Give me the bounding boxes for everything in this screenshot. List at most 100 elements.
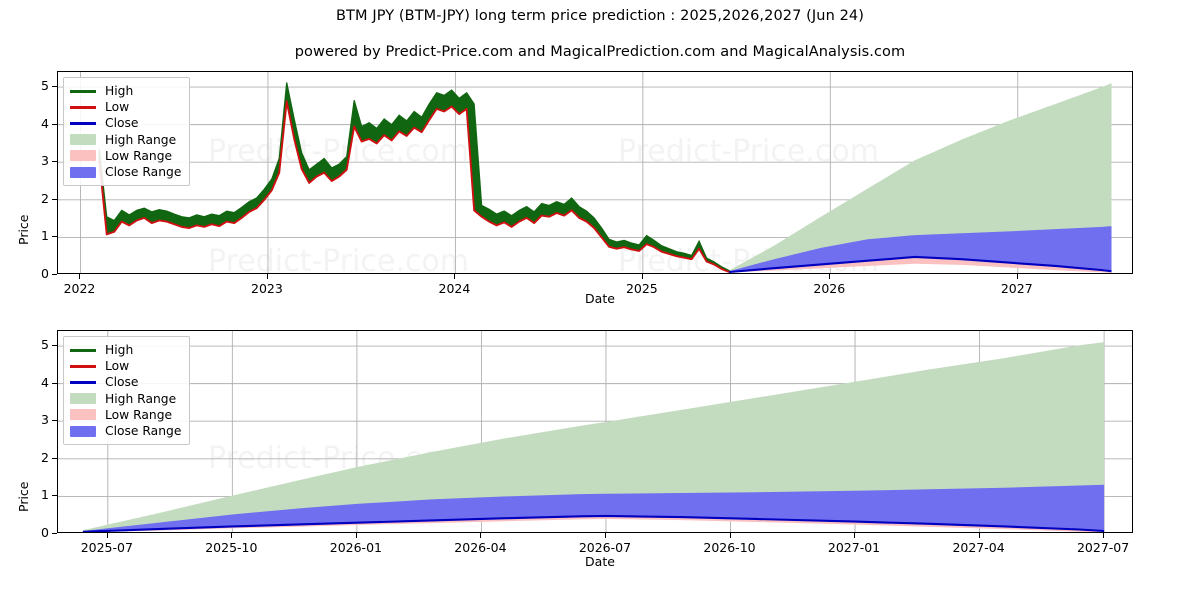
legend-label: Close (105, 375, 139, 390)
x-tick-mark (454, 274, 456, 279)
legend-swatch-close-icon (70, 380, 96, 384)
page-title: BTM JPY (BTM-JPY) long term price predic… (336, 8, 864, 24)
y-tick-mark (52, 123, 57, 125)
x-tick-mark (729, 533, 731, 538)
bottom-chart-panel: Price Predict-Price.com Predict-Price.co… (0, 322, 1200, 597)
bottom-legend-item[interactable]: Close Range (70, 423, 181, 439)
y-tick-mark (52, 457, 57, 459)
y-tick-mark (52, 495, 57, 497)
top-x-axis-label: Date (585, 291, 615, 306)
y-tick-label: 4 (41, 115, 49, 131)
x-tick-label: 2026-01 (329, 540, 382, 555)
top-legend-item[interactable]: High Range (70, 132, 181, 148)
x-tick-label: 2026-07 (578, 540, 632, 555)
y-tick-mark (52, 533, 57, 534)
top-plot-area: Predict-Price.com Predict-Price.com Pred… (57, 71, 1133, 274)
y-tick-mark (52, 345, 57, 347)
top-legend-item[interactable]: Close Range (70, 164, 181, 180)
bottom-legend-item[interactable]: Low Range (70, 407, 181, 423)
legend-swatch-low-icon (70, 364, 96, 368)
y-tick-mark (52, 198, 57, 200)
x-tick-label: 2025-10 (205, 540, 258, 555)
legend-label: Low (105, 100, 130, 115)
y-tick-label: 0 (41, 266, 49, 281)
top-legend-item[interactable]: Close (70, 115, 181, 131)
y-tick-label: 4 (41, 374, 49, 390)
x-tick-label: 2022 (63, 281, 96, 296)
legend-swatch-low-range-icon (70, 409, 96, 421)
x-tick-label: 2024 (438, 281, 471, 296)
y-tick-label: 5 (41, 337, 49, 353)
legend-label: Low (105, 359, 130, 374)
bottom-legend-item[interactable]: High (70, 342, 181, 358)
x-tick-label: 2025-07 (80, 540, 133, 555)
legend-swatch-high-icon (70, 348, 96, 352)
top-chart-svg (58, 72, 1132, 273)
bottom-legend: High Low Close High Range Low Range Close Ran… (63, 336, 191, 446)
x-tick-mark (79, 274, 81, 279)
legend-label: High Range (105, 132, 177, 147)
x-tick-label: 2027-07 (1076, 540, 1130, 555)
bottom-chart-svg (58, 331, 1132, 532)
legend-label: High Range (105, 391, 177, 406)
legend-label: High (105, 342, 134, 357)
top-legend: High Low Close High Range Low Range Close Ran… (63, 77, 191, 187)
y-tick-mark (52, 161, 57, 163)
x-tick-mark (604, 533, 606, 538)
x-tick-mark (641, 274, 643, 279)
x-tick-mark (355, 533, 357, 538)
y-tick-mark (52, 420, 57, 422)
x-tick-mark (829, 274, 831, 279)
legend-label: Low Range (105, 148, 173, 163)
y-tick-label: 3 (41, 412, 49, 428)
x-tick-label: 2027-01 (827, 540, 881, 555)
legend-label: Close (105, 116, 139, 131)
legend-swatch-high-icon (70, 89, 96, 93)
x-tick-mark (854, 533, 856, 538)
x-tick-mark (1016, 274, 1018, 279)
legend-label: Close Range (105, 423, 182, 438)
y-tick-label: 0 (41, 525, 49, 540)
x-tick-mark (231, 533, 233, 538)
bottom-x-axis-label: Date (585, 554, 615, 569)
legend-swatch-low-range-icon (70, 150, 96, 162)
bottom-legend-item[interactable]: High Range (70, 391, 181, 407)
y-tick-mark (52, 382, 57, 384)
legend-label: High (105, 83, 134, 98)
legend-swatch-low-icon (70, 105, 96, 109)
legend-swatch-close-range-icon (70, 425, 96, 437)
x-tick-mark (106, 533, 108, 538)
x-tick-label: 2027-04 (952, 540, 1005, 555)
bottom-legend-item[interactable]: Low (70, 358, 181, 374)
page-subtitle: powered by Predict-Price.com and Magical… (294, 44, 906, 60)
top-legend-item[interactable]: Low (70, 99, 181, 115)
x-tick-label: 2026 (813, 281, 846, 296)
bottom-plot-area: Predict-Price.com Predict-Price.com (57, 330, 1133, 533)
x-tick-label: 2027 (1000, 281, 1033, 296)
x-tick-label: 2026-04 (454, 540, 507, 555)
y-tick-mark (52, 86, 57, 88)
x-tick-label: 2025 (625, 281, 658, 296)
legend-swatch-high-range-icon (70, 393, 96, 405)
top-legend-item[interactable]: Low Range (70, 148, 181, 164)
y-tick-label: 2 (41, 449, 49, 465)
y-tick-mark (52, 274, 57, 275)
legend-label: Close Range (105, 164, 182, 179)
bottom-legend-item[interactable]: Close (70, 374, 181, 390)
y-tick-mark (52, 236, 57, 238)
legend-swatch-close-range-icon (70, 166, 96, 178)
y-tick-label: 2 (41, 190, 49, 206)
x-tick-mark (1103, 533, 1105, 538)
top-chart-panel: Price Predict-Price.com Predict-Price.co… (0, 60, 1200, 310)
legend-label: Low Range (105, 407, 173, 422)
top-legend-item[interactable]: High (70, 83, 181, 99)
x-tick-mark (480, 533, 482, 538)
y-tick-label: 1 (41, 487, 49, 503)
x-tick-mark (266, 274, 268, 279)
y-tick-label: 1 (41, 228, 49, 244)
x-tick-label: 2026-10 (703, 540, 756, 555)
x-tick-label: 2023 (251, 281, 283, 296)
y-tick-label: 5 (41, 78, 49, 94)
legend-swatch-high-range-icon (70, 134, 96, 146)
